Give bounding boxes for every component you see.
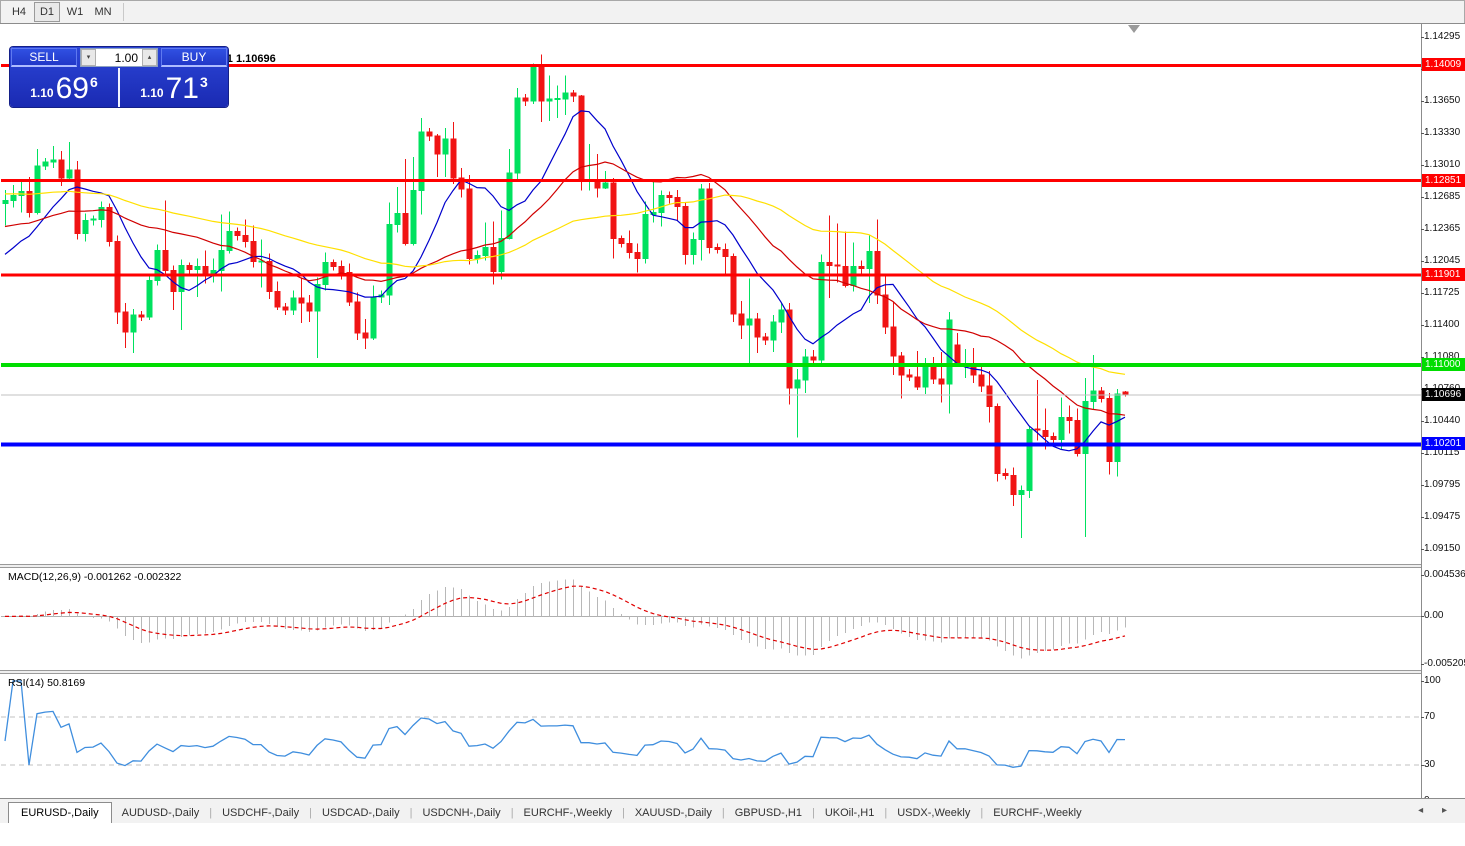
rsi-value: 50.8169: [47, 677, 86, 689]
chart-tab-7[interactable]: GBPUSD-,H1: [734, 807, 802, 819]
volume-input[interactable]: [96, 49, 142, 66]
tab-separator: |: [409, 807, 413, 819]
pane-separator[interactable]: [0, 564, 1465, 568]
price-tick: 1.09150: [1420, 543, 1461, 554]
price-tick: 1.11400: [1420, 319, 1460, 331]
macd-indicator-label: MACD(12,26,9) -0.001262 -0.002322: [8, 571, 181, 583]
price-tick: 1.10115: [1420, 446, 1460, 458]
chart-shift-marker-icon[interactable]: [1128, 25, 1140, 33]
macd-values: -0.001262 -0.002322: [83, 571, 182, 583]
level-price-label: 1.11000: [1422, 357, 1465, 371]
sell-price-prefix: 1.10: [30, 86, 54, 100]
rsi-indicator-label: RSI(14) 50.8169: [8, 677, 85, 689]
pane-separator[interactable]: [0, 670, 1465, 674]
macd-pane[interactable]: [1, 568, 1421, 670]
buy-price-pip: 3: [199, 74, 208, 90]
buy-price-prefix: 1.10: [140, 86, 164, 100]
rsi-name: RSI(14): [8, 677, 45, 689]
tab-separator: |: [621, 807, 625, 819]
chart-workspace: ▲EURUSD-,Daily 1.10731 1.10739 1.10681 1…: [0, 23, 1465, 846]
timeframe-button-mn[interactable]: MN: [94, 6, 112, 18]
price-tick: 1.13330: [1420, 127, 1461, 139]
rsi-canvas[interactable]: [1, 674, 1421, 800]
macd-tick: -0.005205: [1420, 658, 1465, 669]
price-pane[interactable]: [1, 26, 1421, 564]
macd-histogram: [13, 579, 1126, 659]
tab-separator: |: [980, 807, 984, 819]
timeframe-button-h4[interactable]: H4: [11, 6, 27, 18]
volume-decrease-button[interactable]: ▾: [81, 49, 96, 66]
tab-separator: |: [510, 807, 514, 819]
chart-tab-0[interactable]: EURUSD-,Daily: [8, 802, 112, 823]
price-tick: 1.12045: [1420, 254, 1461, 266]
fast-ma: [4, 110, 1126, 452]
sell-price-big: 69: [55, 72, 89, 105]
price-tick: 1.12365: [1420, 223, 1461, 235]
timeframe-buttons: H4 D1 W1 MN: [5, 2, 117, 22]
tab-separator: |: [309, 807, 312, 819]
tab-separator: |: [884, 807, 888, 819]
chart-tab-4[interactable]: USDCNH-,Daily: [422, 807, 501, 819]
level-price-label: 1.11901: [1422, 268, 1465, 282]
chart-tab-2[interactable]: USDCHF-,Daily: [222, 807, 300, 819]
price-axis[interactable]: 1.142951.139751.136501.133301.130101.126…: [1420, 24, 1465, 822]
timeframe-button-d1[interactable]: D1: [34, 2, 60, 22]
macd-canvas[interactable]: [1, 568, 1421, 670]
tab-scroll-arrows[interactable]: ◂ ▸: [1418, 805, 1455, 816]
buy-price[interactable]: 1.10 71 3: [120, 68, 228, 107]
trade-panel-prices: 1.10 69 6 1.10 71 3: [10, 68, 228, 107]
one-click-trade-panel: SELL ▾ ▴ BUY 1.10 69 6 1.10 71 3: [10, 47, 228, 107]
buy-button[interactable]: BUY: [161, 48, 227, 67]
macd-signal-line: [5, 585, 1126, 651]
chart-tabbar: EURUSD-,Daily AUDUSD-,Daily | USDCHF-,Daily…: [0, 798, 1465, 823]
chart-tab-5[interactable]: EURCHF-,Weekly: [523, 807, 612, 819]
timeframe-toolbar: H4 D1 W1 MN: [1, 1, 1464, 24]
candles-group: [2, 54, 1129, 539]
sell-price-pip: 6: [89, 74, 98, 90]
rsi-tick: 30: [1420, 759, 1436, 770]
chart-tab-3[interactable]: USDCAD-,Daily: [321, 807, 400, 819]
tab-separator: |: [209, 807, 213, 819]
price-tick: 1.10440: [1420, 414, 1461, 426]
volume-increase-button[interactable]: ▴: [142, 49, 157, 66]
price-tick: 1.09475: [1420, 510, 1461, 522]
chart-tab-6[interactable]: XAUUSD-,Daily: [634, 807, 712, 819]
macd-tick: 0.00: [1420, 610, 1444, 622]
price-tick: 1.11725: [1420, 286, 1460, 298]
price-tick: 1.14295: [1420, 31, 1461, 42]
macd-tick: 0.004536: [1421, 569, 1465, 580]
rsi-tick: 100: [1421, 675, 1441, 686]
chart-tab-10[interactable]: EURCHF-,Weekly: [993, 807, 1082, 819]
tab-separator: |: [721, 807, 725, 819]
tab-separator: |: [811, 807, 815, 819]
price-tick: 1.09795: [1420, 478, 1461, 490]
toolbar-separator: [123, 3, 124, 21]
price-tick: 1.11080: [1420, 350, 1460, 362]
chart-tab-1[interactable]: AUDUSD-,Daily: [121, 807, 200, 819]
chart-tab-8[interactable]: UKOil-,H1: [824, 807, 875, 819]
timeframe-button-w1[interactable]: W1: [66, 6, 84, 18]
bid-price-label: 1.10696: [1422, 388, 1465, 402]
trade-panel-controls: SELL ▾ ▴ BUY: [10, 47, 228, 68]
price-tick: 1.13650: [1420, 95, 1461, 107]
level-price-label: 1.14009: [1422, 58, 1465, 72]
chart-tab-9[interactable]: USDX-,Weekly: [897, 807, 971, 819]
price-chart-canvas[interactable]: [1, 26, 1421, 564]
rsi-pane[interactable]: [1, 674, 1421, 800]
level-price-label: 1.10201: [1422, 437, 1465, 451]
macd-name: MACD(12,26,9): [8, 571, 81, 583]
price-tick: 1.13010: [1420, 158, 1461, 170]
buy-price-big: 71: [165, 72, 199, 105]
sell-price[interactable]: 1.10 69 6: [10, 68, 120, 107]
slow-ma: [5, 190, 1126, 375]
level-price-label: 1.12851: [1422, 173, 1465, 187]
volume-spinner: ▾ ▴: [80, 48, 158, 67]
rsi-tick: 70: [1420, 711, 1436, 722]
rsi-line: [4, 680, 1126, 768]
sell-button[interactable]: SELL: [11, 48, 77, 67]
price-tick: 1.12685: [1420, 191, 1461, 203]
